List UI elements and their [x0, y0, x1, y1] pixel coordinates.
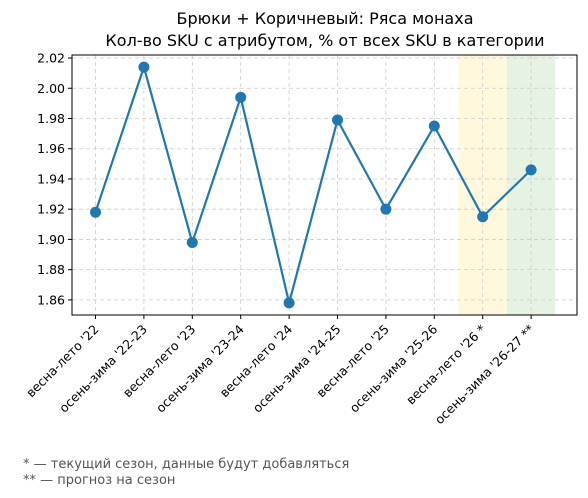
y-tick-label: 1.86: [37, 292, 65, 307]
data-point: [90, 206, 101, 218]
grid: [72, 55, 577, 315]
y-tick-label: 1.92: [37, 202, 65, 217]
series-line: [94, 65, 532, 305]
series: [90, 61, 537, 309]
data-point: [525, 164, 537, 176]
y-tick-label: 1.96: [37, 141, 65, 156]
data-point: [235, 91, 247, 103]
chart-subtitle: Кол-во SKU с атрибутом, % от всех SKU в …: [105, 31, 544, 50]
footnote-forecast: ** — прогноз на сезон: [23, 473, 176, 488]
footnote-current-season: * — текущий сезон, данные будут добавлят…: [23, 457, 350, 472]
y-tick-label: 2.00: [37, 81, 65, 96]
data-point: [428, 120, 440, 132]
data-point: [332, 114, 343, 126]
y-tick-label: 2.02: [37, 51, 65, 66]
data-point: [186, 236, 198, 248]
chart-title: Брюки + Коричневый: Ряса монаха: [177, 9, 474, 28]
y-axis: 1.86 1.88 1.90 1.92 1.94 1.96 1.98 2.00 2.02: [37, 51, 72, 307]
data-point: [283, 297, 295, 309]
y-tick-label: 1.98: [37, 111, 65, 126]
y-tick-label: 1.88: [37, 262, 65, 277]
data-point: [138, 61, 150, 73]
highlight-bands: [458, 55, 556, 315]
y-tick-label: 1.94: [37, 171, 65, 186]
data-point: [477, 211, 489, 223]
y-tick-label: 1.90: [37, 232, 65, 247]
plot-frame: [71, 54, 578, 316]
data-point: [380, 203, 392, 215]
